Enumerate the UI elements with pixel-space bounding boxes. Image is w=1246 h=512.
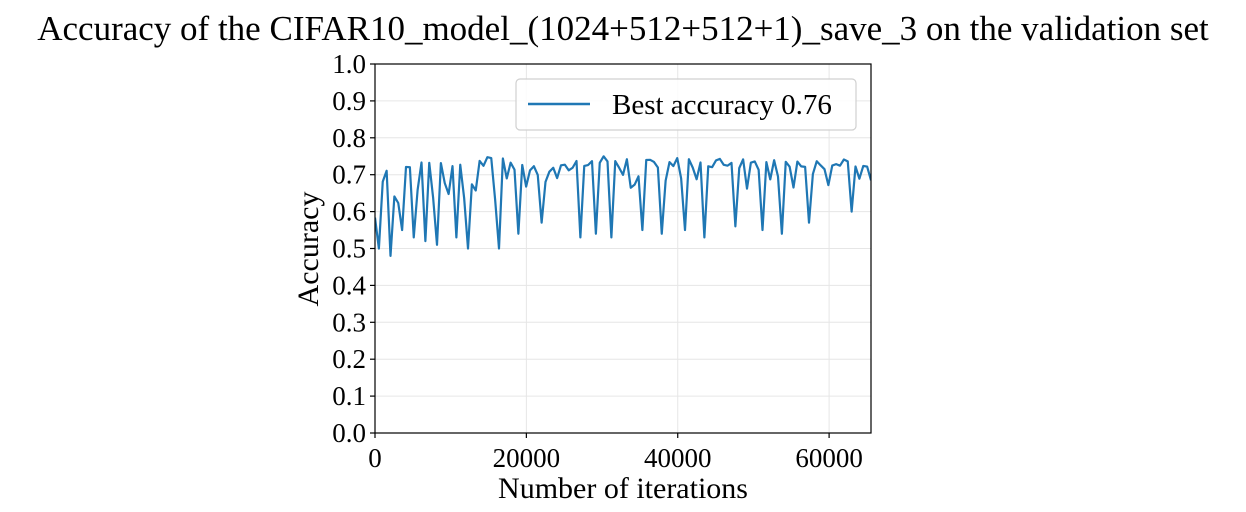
y-axis-label: Accuracy [292,192,325,307]
y-axis-ticks: 0.0 0.1 0.2 0.3 0.4 0.5 0.6 0.7 0.8 0.9 1.0 [332,49,375,448]
y-tick-label: 0.4 [332,270,366,300]
x-tick-label: 20000 [493,443,561,473]
legend: Best accuracy 0.76 [515,78,857,131]
x-axis-ticks: 0 20000 40000 60000 [368,433,863,473]
y-tick-label: 0.1 [332,381,366,411]
chart-title: Accuracy of the CIFAR10_model_(1024+512+… [37,9,1209,48]
series-layer [375,155,871,257]
y-tick-label: 0.0 [332,418,366,448]
y-tick-label: 0.3 [332,307,366,337]
y-tick-label: 0.9 [332,86,366,116]
y-tick-label: 0.8 [332,123,366,153]
series-line-best-accuracy [375,155,871,257]
x-tick-label: 60000 [795,443,863,473]
legend-box [515,78,857,131]
legend-entry-label: Best accuracy 0.76 [612,89,832,121]
y-tick-label: 0.2 [332,344,366,374]
y-tick-label: 0.6 [332,197,366,227]
x-axis-label: Number of iterations [498,472,748,505]
y-tick-label: 0.7 [332,160,366,190]
x-tick-label: 0 [368,443,382,473]
x-tick-label: 40000 [644,443,712,473]
y-tick-label: 0.5 [332,234,366,264]
y-tick-label: 1.0 [332,49,366,79]
